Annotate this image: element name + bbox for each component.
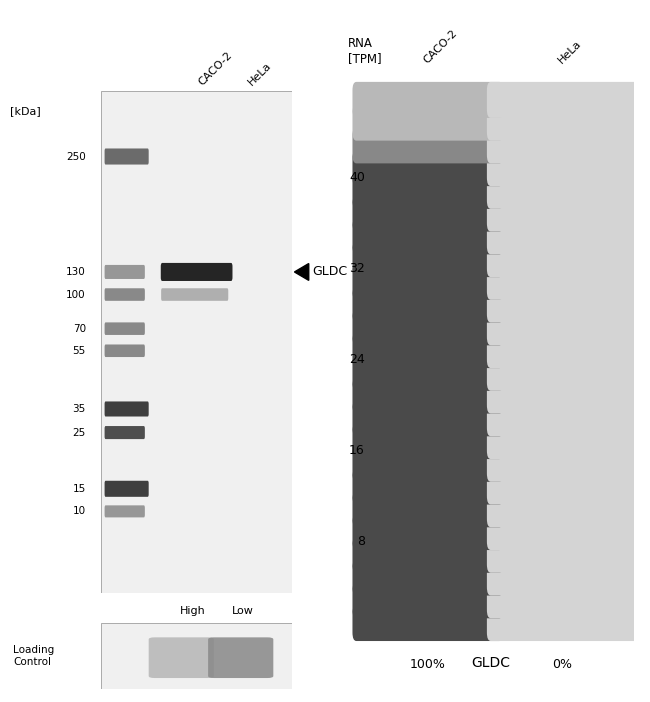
FancyBboxPatch shape <box>352 605 503 641</box>
FancyBboxPatch shape <box>487 150 638 186</box>
FancyBboxPatch shape <box>487 332 638 368</box>
Text: CACO-2: CACO-2 <box>196 51 234 88</box>
FancyBboxPatch shape <box>161 263 233 281</box>
FancyBboxPatch shape <box>487 400 638 437</box>
FancyBboxPatch shape <box>352 378 503 413</box>
Text: 32: 32 <box>349 262 365 275</box>
FancyBboxPatch shape <box>352 491 503 527</box>
FancyBboxPatch shape <box>352 286 503 323</box>
Text: 16: 16 <box>349 444 365 457</box>
FancyBboxPatch shape <box>487 468 638 505</box>
Text: 55: 55 <box>73 346 86 356</box>
FancyBboxPatch shape <box>487 446 638 482</box>
Text: 24: 24 <box>349 353 365 366</box>
FancyBboxPatch shape <box>487 173 638 209</box>
Polygon shape <box>294 263 309 280</box>
FancyBboxPatch shape <box>487 423 638 459</box>
FancyBboxPatch shape <box>352 582 503 618</box>
FancyBboxPatch shape <box>149 637 214 678</box>
FancyBboxPatch shape <box>487 310 638 345</box>
FancyBboxPatch shape <box>101 623 292 689</box>
FancyBboxPatch shape <box>352 173 503 209</box>
Text: 10: 10 <box>73 506 86 517</box>
FancyBboxPatch shape <box>352 82 503 118</box>
FancyBboxPatch shape <box>105 481 149 497</box>
FancyBboxPatch shape <box>105 265 145 279</box>
FancyBboxPatch shape <box>487 378 638 413</box>
FancyBboxPatch shape <box>352 355 503 391</box>
Text: GLDC: GLDC <box>312 265 347 279</box>
Text: 250: 250 <box>66 152 86 161</box>
FancyBboxPatch shape <box>487 264 638 300</box>
Text: GLDC: GLDC <box>471 656 510 670</box>
Text: HeLa: HeLa <box>556 38 584 65</box>
FancyBboxPatch shape <box>487 127 638 164</box>
FancyBboxPatch shape <box>487 241 638 277</box>
Text: 100%: 100% <box>410 658 446 671</box>
Text: 8: 8 <box>357 535 365 548</box>
FancyBboxPatch shape <box>352 400 503 437</box>
FancyBboxPatch shape <box>487 537 638 573</box>
FancyBboxPatch shape <box>352 514 503 550</box>
FancyBboxPatch shape <box>487 559 638 595</box>
FancyBboxPatch shape <box>161 289 228 301</box>
FancyBboxPatch shape <box>352 218 503 254</box>
FancyBboxPatch shape <box>101 91 292 593</box>
FancyBboxPatch shape <box>487 218 638 254</box>
FancyBboxPatch shape <box>487 491 638 527</box>
FancyBboxPatch shape <box>487 514 638 550</box>
FancyBboxPatch shape <box>352 150 503 186</box>
FancyBboxPatch shape <box>352 264 503 300</box>
FancyBboxPatch shape <box>105 322 145 335</box>
Text: 40: 40 <box>349 171 365 184</box>
Text: 70: 70 <box>73 324 86 333</box>
FancyBboxPatch shape <box>105 289 145 301</box>
FancyBboxPatch shape <box>352 537 503 573</box>
Text: High: High <box>180 606 205 616</box>
FancyBboxPatch shape <box>352 468 503 505</box>
Text: RNA
[TPM]: RNA [TPM] <box>348 37 382 65</box>
FancyBboxPatch shape <box>352 446 503 482</box>
FancyBboxPatch shape <box>352 332 503 368</box>
Text: 15: 15 <box>73 484 86 494</box>
FancyBboxPatch shape <box>487 82 638 118</box>
Text: 130: 130 <box>66 267 86 277</box>
FancyBboxPatch shape <box>352 559 503 595</box>
FancyBboxPatch shape <box>487 196 638 232</box>
FancyBboxPatch shape <box>352 241 503 277</box>
FancyBboxPatch shape <box>487 286 638 323</box>
FancyBboxPatch shape <box>352 127 503 164</box>
FancyBboxPatch shape <box>105 505 145 517</box>
Text: CACO-2: CACO-2 <box>422 27 460 65</box>
Text: 35: 35 <box>73 404 86 414</box>
Text: Loading
Control: Loading Control <box>13 645 54 667</box>
FancyBboxPatch shape <box>105 345 145 357</box>
Text: 0%: 0% <box>552 658 572 671</box>
FancyBboxPatch shape <box>352 310 503 345</box>
FancyBboxPatch shape <box>487 582 638 618</box>
Text: Low: Low <box>231 606 254 616</box>
FancyBboxPatch shape <box>487 355 638 391</box>
FancyBboxPatch shape <box>352 105 503 140</box>
FancyBboxPatch shape <box>105 402 149 416</box>
FancyBboxPatch shape <box>352 423 503 459</box>
Text: 25: 25 <box>73 428 86 437</box>
FancyBboxPatch shape <box>487 105 638 140</box>
FancyBboxPatch shape <box>487 605 638 641</box>
FancyBboxPatch shape <box>105 426 145 439</box>
FancyBboxPatch shape <box>208 637 273 678</box>
Text: 100: 100 <box>66 289 86 300</box>
FancyBboxPatch shape <box>105 149 149 164</box>
Text: HeLa: HeLa <box>246 60 274 88</box>
FancyBboxPatch shape <box>352 196 503 232</box>
Text: [kDa]: [kDa] <box>10 106 40 117</box>
